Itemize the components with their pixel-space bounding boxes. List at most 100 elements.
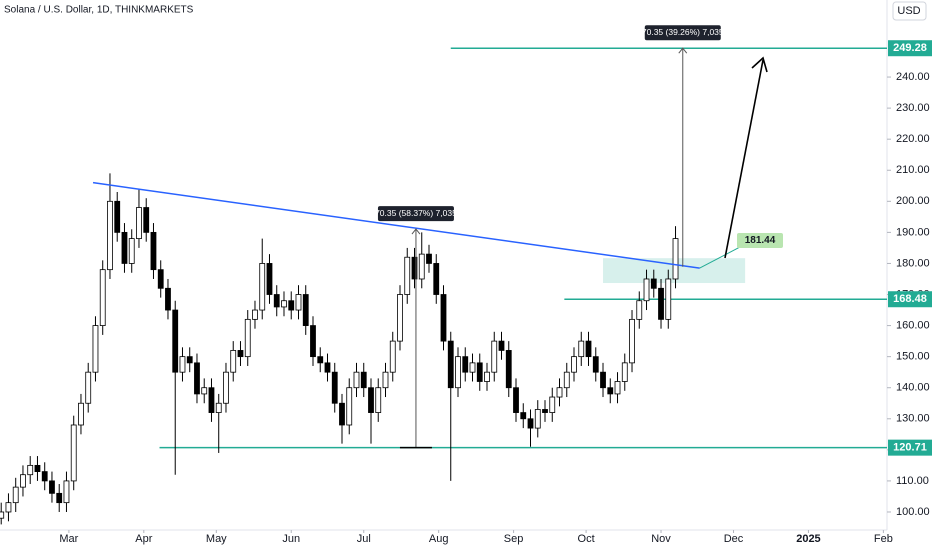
candle-body bbox=[273, 294, 280, 308]
candle-body bbox=[578, 340, 585, 358]
candle-body bbox=[324, 362, 331, 373]
measure-label: 70.35 (39.26%) 7,035 bbox=[642, 27, 724, 37]
candle-body bbox=[513, 387, 519, 413]
candle-body bbox=[491, 340, 498, 373]
measure-arrow bbox=[411, 228, 421, 235]
level-label-box bbox=[888, 291, 932, 308]
candle-body bbox=[534, 409, 541, 429]
x-tick-label: 2025 bbox=[796, 533, 820, 545]
candle-body bbox=[527, 418, 534, 429]
candle-body bbox=[223, 371, 229, 404]
candle-body bbox=[99, 269, 106, 326]
projection-arrow bbox=[724, 59, 764, 259]
y-tick-label: 240.00 bbox=[896, 71, 930, 83]
x-tick-label: Aug bbox=[429, 533, 449, 545]
trendline bbox=[92, 181, 700, 269]
candle-body bbox=[317, 356, 324, 364]
candle-body bbox=[331, 371, 338, 404]
chart-title: Solana / U.S. Dollar, 1D, THINKMARKETS bbox=[4, 5, 194, 16]
candle-body bbox=[201, 387, 208, 395]
candle-body bbox=[404, 256, 411, 295]
x-tick-label: May bbox=[206, 533, 227, 545]
x-tick-label: Dec bbox=[724, 533, 744, 545]
y-tick-label: 100.00 bbox=[896, 506, 930, 518]
x-tick-label: Sep bbox=[504, 533, 524, 545]
y-tick-label: 190.00 bbox=[896, 226, 930, 238]
candle-body bbox=[252, 309, 258, 320]
candle-body bbox=[172, 309, 179, 373]
candle-body bbox=[259, 263, 266, 311]
y-tick-label: 230.00 bbox=[896, 102, 930, 114]
candle-body bbox=[549, 396, 556, 413]
candle-body bbox=[614, 381, 621, 395]
candle-body bbox=[658, 287, 664, 320]
candle-body bbox=[426, 253, 432, 264]
candle-body bbox=[179, 356, 186, 373]
y-tick-label: 150.00 bbox=[896, 351, 930, 363]
candle-body bbox=[70, 424, 77, 482]
candle-body bbox=[20, 474, 26, 488]
candle-body bbox=[462, 356, 469, 373]
candle-body bbox=[440, 294, 447, 342]
candle-body bbox=[107, 200, 113, 271]
candle-body bbox=[186, 356, 193, 364]
candle-body bbox=[650, 278, 657, 289]
target-label: 181.44 bbox=[745, 235, 776, 246]
candle-body bbox=[244, 318, 251, 358]
y-tick-label: 160.00 bbox=[896, 319, 930, 331]
candle-body bbox=[455, 356, 461, 389]
candle-body bbox=[571, 356, 577, 373]
measure-label: 70.35 (58.37%) 7,035 bbox=[375, 208, 457, 218]
y-tick-label: 200.00 bbox=[896, 195, 930, 207]
candle-body bbox=[600, 371, 606, 389]
candle-body bbox=[150, 231, 157, 271]
x-tick-label: Mar bbox=[59, 533, 78, 545]
candle-body bbox=[5, 502, 12, 513]
x-tick-label: Jun bbox=[282, 533, 300, 545]
x-tick-label: Jul bbox=[357, 533, 371, 545]
level-label-box bbox=[888, 40, 932, 57]
candle-body bbox=[520, 412, 527, 420]
candle-body bbox=[194, 362, 200, 395]
candle-body bbox=[382, 371, 389, 389]
candle-body bbox=[353, 371, 360, 389]
candle-body bbox=[92, 325, 99, 373]
x-tick-label: Apr bbox=[135, 533, 152, 545]
x-tick-label: Nov bbox=[651, 533, 671, 545]
y-tick-label: 130.00 bbox=[896, 413, 930, 425]
candle-body bbox=[621, 362, 628, 382]
currency-button[interactable] bbox=[892, 1, 927, 21]
currency[interactable]: USD bbox=[897, 5, 920, 17]
level-label: 249.28 bbox=[893, 42, 927, 54]
candle-body bbox=[360, 371, 367, 389]
candle-body bbox=[476, 362, 483, 382]
candle-body bbox=[165, 287, 171, 311]
candle-body bbox=[143, 207, 150, 233]
measure-label-box bbox=[644, 25, 721, 41]
measure-label-box bbox=[377, 206, 454, 222]
target-pointer bbox=[699, 245, 743, 269]
candle-body bbox=[498, 340, 505, 351]
y-tick-label: 110.00 bbox=[896, 475, 929, 487]
candle-body bbox=[542, 409, 548, 413]
candle-body bbox=[302, 294, 309, 326]
y-tick-label: 220.00 bbox=[896, 133, 930, 145]
candle-body bbox=[208, 387, 215, 413]
candle-body bbox=[63, 480, 70, 504]
candle-body bbox=[433, 263, 440, 295]
candle-body bbox=[157, 269, 164, 289]
candle-body bbox=[469, 362, 476, 373]
candle-body bbox=[505, 350, 512, 389]
candle-body bbox=[41, 471, 48, 482]
candle-body bbox=[346, 387, 353, 426]
candle-body bbox=[339, 402, 345, 426]
candle-body bbox=[310, 325, 316, 358]
candle-body bbox=[0, 511, 5, 519]
measure-arrow bbox=[678, 47, 688, 54]
candle-body bbox=[556, 387, 563, 398]
candle-body bbox=[295, 294, 302, 311]
candle-body bbox=[34, 464, 41, 472]
candle-body bbox=[56, 492, 63, 504]
